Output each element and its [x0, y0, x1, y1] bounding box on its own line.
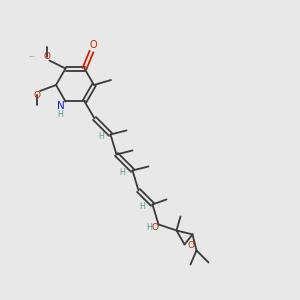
- Text: N: N: [57, 101, 64, 112]
- Text: O: O: [34, 91, 40, 100]
- Text: O: O: [43, 52, 50, 61]
- Text: methoxy: methoxy: [29, 56, 36, 57]
- Text: O: O: [188, 241, 195, 250]
- Text: H: H: [140, 202, 146, 211]
- Text: H: H: [147, 223, 152, 232]
- Text: H: H: [120, 168, 125, 177]
- Text: H: H: [58, 110, 63, 119]
- Text: O: O: [151, 223, 158, 232]
- Text: H: H: [99, 132, 104, 141]
- Text: O: O: [90, 40, 97, 50]
